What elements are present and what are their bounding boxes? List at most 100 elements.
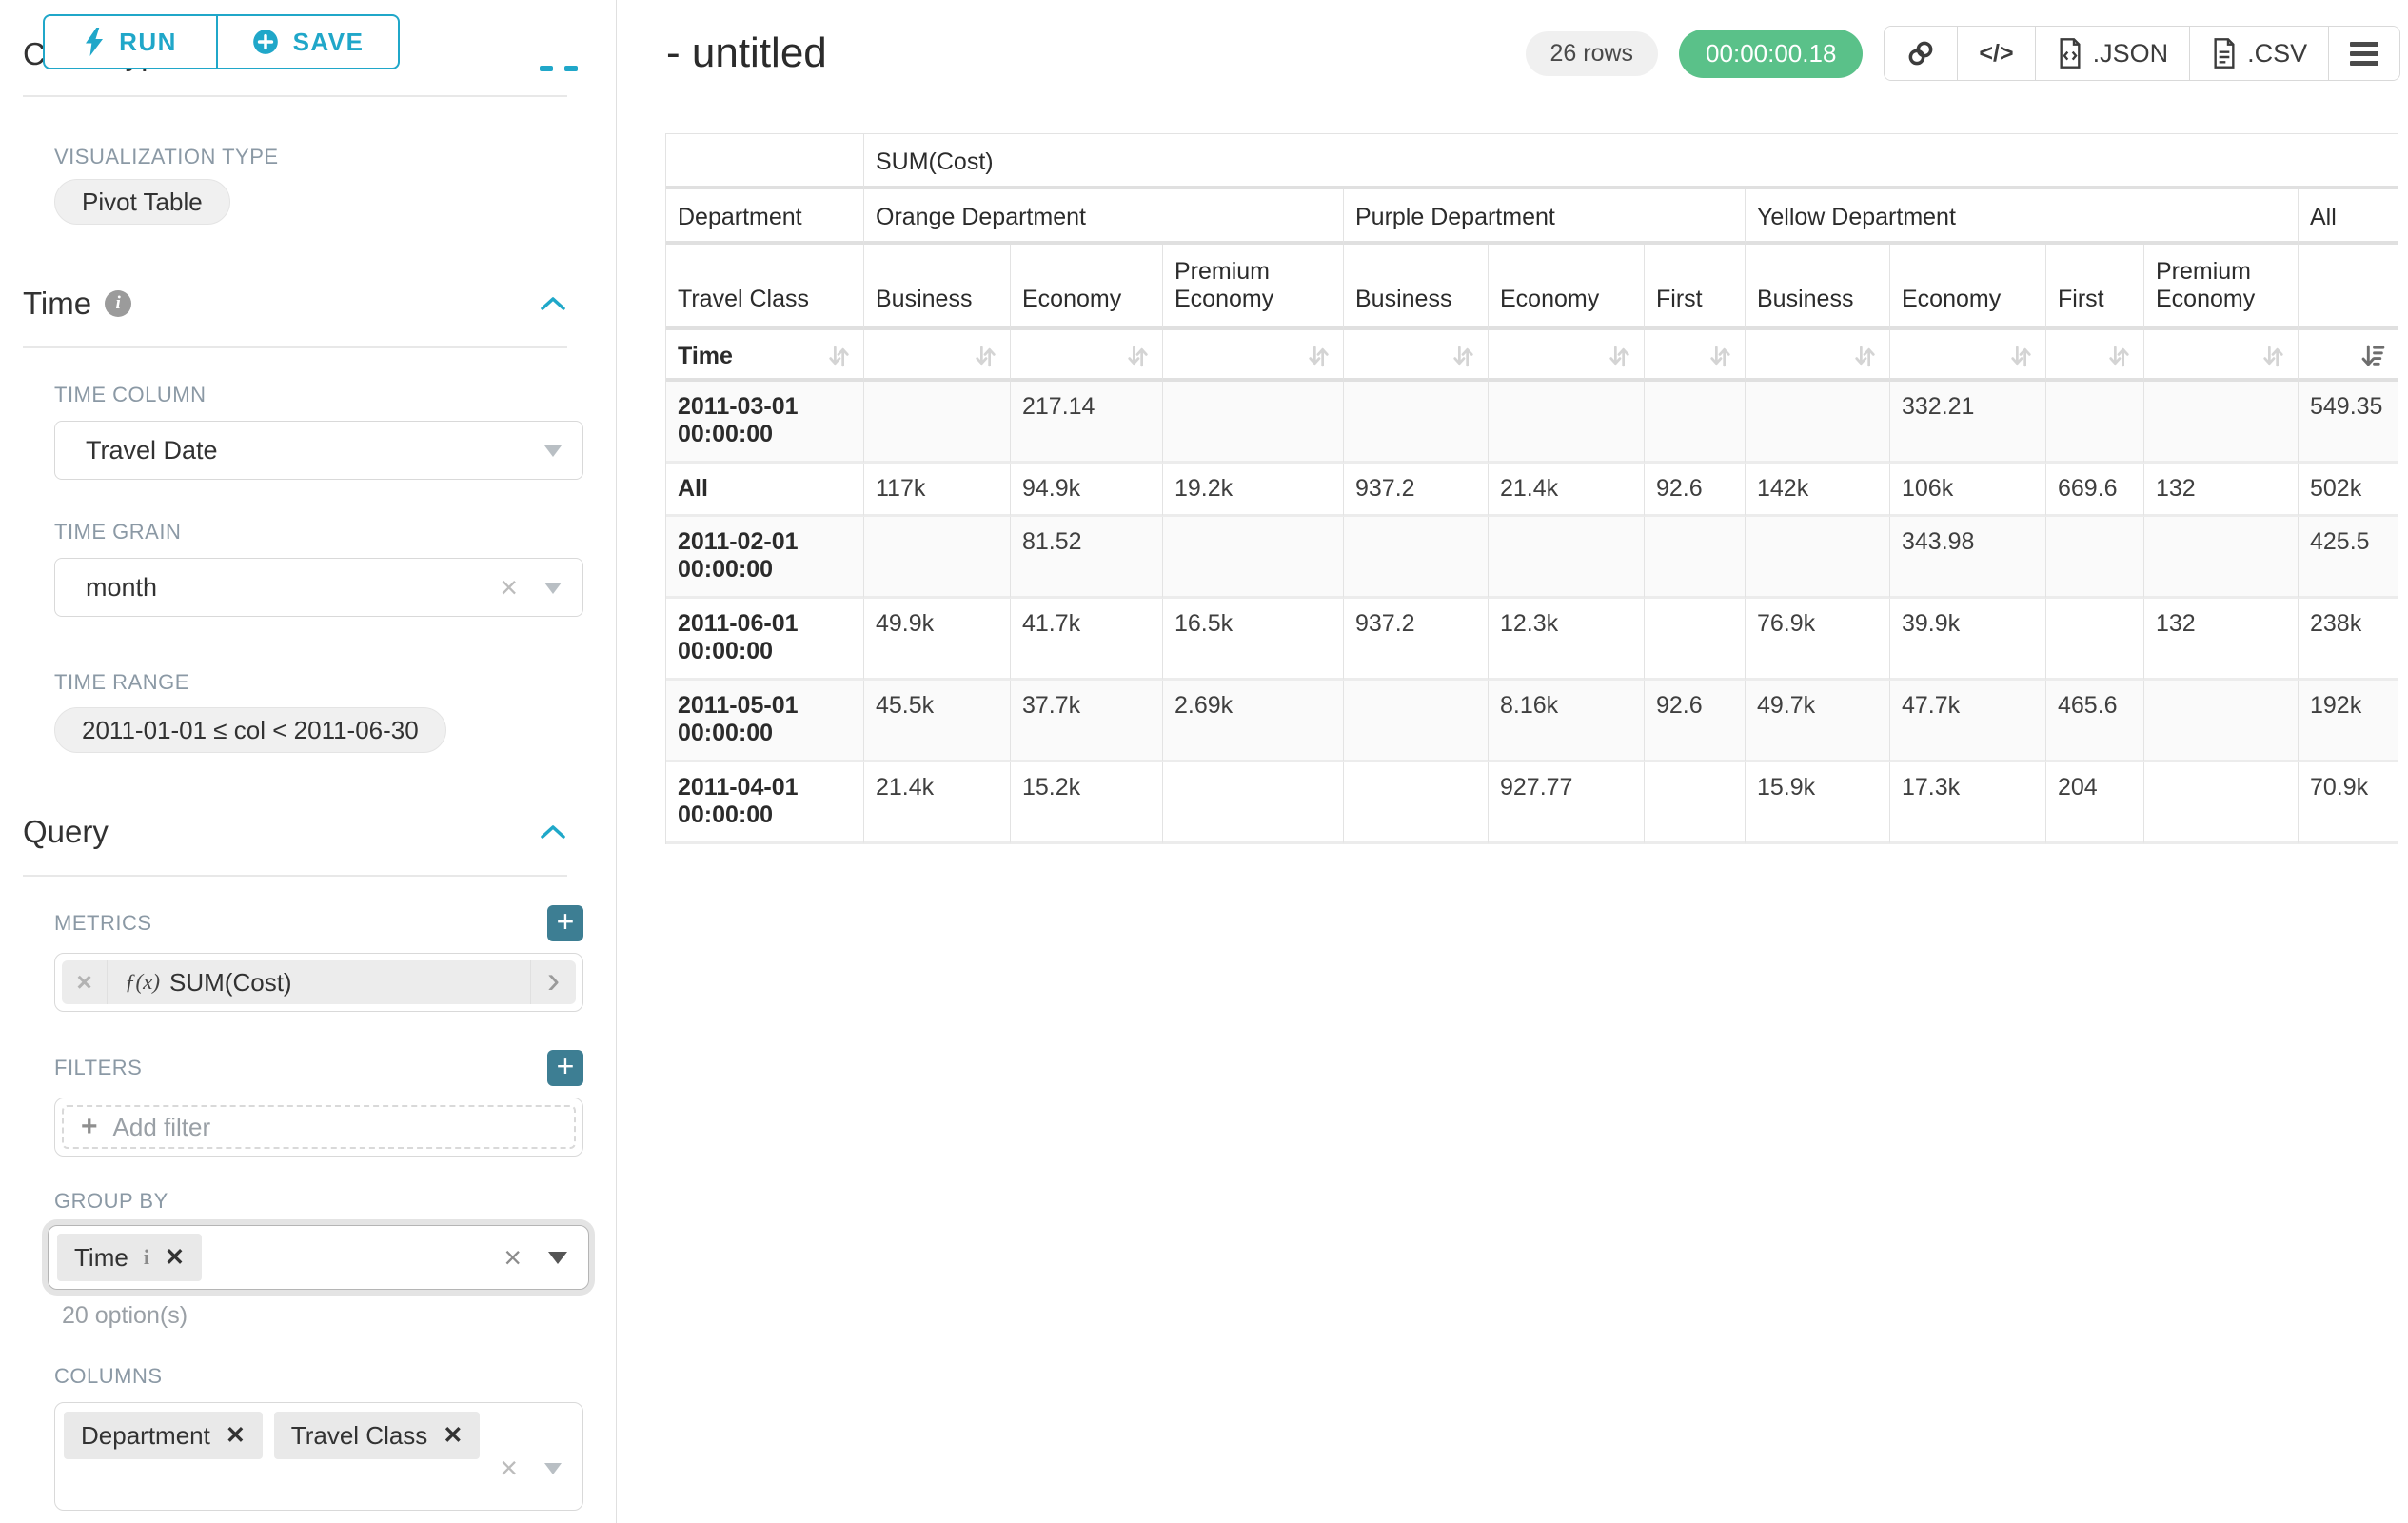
time-column-label: TIME COLUMN bbox=[54, 383, 207, 406]
caret-down-icon[interactable] bbox=[544, 1462, 562, 1483]
menu-button[interactable] bbox=[2329, 27, 2400, 80]
sort-icon[interactable] bbox=[2106, 344, 2132, 369]
group-by-options-hint: 20 option(s) bbox=[62, 1302, 188, 1329]
add-filter-button[interactable]: + Add filter bbox=[62, 1105, 576, 1149]
info-icon[interactable]: i bbox=[105, 290, 132, 317]
group-by-select[interactable]: Time i ✕ × bbox=[48, 1225, 589, 1290]
chevron-right-icon[interactable]: › bbox=[530, 960, 576, 1004]
group-by-chip-time[interactable]: Time i ✕ bbox=[57, 1234, 202, 1281]
clear-icon[interactable]: × bbox=[500, 1451, 518, 1485]
pivot-value-cell: 76.9k bbox=[1746, 599, 1890, 681]
group-by-label: GROUP BY bbox=[54, 1189, 168, 1213]
chart-title[interactable]: - untitled bbox=[666, 30, 827, 76]
pivot-value-cell: 142k bbox=[1746, 464, 1890, 517]
pivot-value-cell: 238k bbox=[2299, 599, 2399, 681]
pivot-value-cell: 549.35 bbox=[2299, 382, 2399, 464]
pivot-table-head: SUM(Cost) Department Orange Department Pur… bbox=[666, 134, 2399, 382]
chip-remove-icon[interactable]: ✕ bbox=[443, 1422, 464, 1449]
columns-chip-travel-class[interactable]: Travel Class ✕ bbox=[273, 1412, 481, 1459]
pivot-col-leaf-header: Premium Economy bbox=[1163, 245, 1344, 330]
columns-chip-department[interactable]: Department ✕ bbox=[64, 1412, 263, 1459]
collapse-section-chevron-up-icon[interactable] bbox=[539, 821, 567, 842]
pivot-value-cell: 343.98 bbox=[1890, 517, 2046, 599]
collapse-section-chevron-up-icon[interactable] bbox=[539, 293, 567, 314]
pivot-value-cell bbox=[1489, 382, 1645, 464]
chip-remove-icon[interactable]: ✕ bbox=[164, 1244, 185, 1271]
clear-icon[interactable]: × bbox=[503, 1240, 522, 1275]
sort-icon[interactable] bbox=[2260, 344, 2286, 369]
sort-icon[interactable] bbox=[1125, 344, 1151, 369]
columns-label: COLUMNS bbox=[54, 1364, 163, 1388]
pivot-sort-header bbox=[1645, 330, 1746, 382]
caret-down-icon[interactable] bbox=[544, 582, 562, 603]
caret-down-icon[interactable] bbox=[544, 445, 562, 465]
filters-container: + Add filter bbox=[54, 1098, 583, 1157]
pivot-value-cell bbox=[1344, 517, 1489, 599]
sort-descending-icon[interactable] bbox=[2360, 344, 2386, 369]
pivot-col-leaf-header: First bbox=[2046, 245, 2144, 330]
sort-icon[interactable] bbox=[826, 344, 852, 369]
sort-icon[interactable] bbox=[2008, 344, 2034, 369]
run-button-label: RUN bbox=[119, 27, 177, 56]
add-metric-button[interactable]: + bbox=[547, 905, 583, 941]
pivot-value-cell: 132 bbox=[2144, 464, 2299, 517]
time-range-pill[interactable]: 2011-01-01 ≤ col < 2011-06-30 bbox=[54, 707, 446, 753]
metrics-label: METRICS bbox=[54, 911, 152, 935]
export-csv-button[interactable]: .CSV bbox=[2190, 27, 2330, 80]
pivot-value-cell bbox=[2046, 599, 2144, 681]
chart-header: - untitled 26 rows 00:00:00.18 </> bbox=[666, 25, 2401, 82]
pivot-row-subdim-header: Travel Class bbox=[666, 245, 864, 330]
caret-down-icon[interactable] bbox=[548, 1251, 567, 1274]
pivot-value-cell: 47.7k bbox=[1890, 681, 2046, 762]
file-code-icon bbox=[2057, 38, 2083, 69]
pivot-value-cell: 937.2 bbox=[1344, 599, 1489, 681]
remove-metric-icon[interactable]: × bbox=[62, 960, 108, 1004]
pivot-sort-header bbox=[2144, 330, 2299, 382]
sort-icon[interactable] bbox=[1451, 344, 1476, 369]
pivot-row-header: 2011-02-01 00:00:00 bbox=[666, 517, 864, 599]
share-link-button[interactable] bbox=[1885, 27, 1959, 80]
add-filter-plus-button[interactable]: + bbox=[547, 1050, 583, 1086]
pivot-value-cell bbox=[1645, 382, 1746, 464]
pivot-value-cell: 16.5k bbox=[1163, 599, 1344, 681]
columns-select[interactable]: Department ✕ Travel Class ✕ × bbox=[54, 1402, 583, 1511]
clear-icon[interactable]: × bbox=[500, 570, 518, 604]
time-range-label: TIME RANGE bbox=[54, 670, 189, 694]
pivot-value-cell bbox=[1489, 517, 1645, 599]
chip-info-icon[interactable]: i bbox=[143, 1245, 149, 1269]
run-button[interactable]: RUN bbox=[43, 14, 217, 69]
sidebar-content: VISUALIZATION TYPE Pivot Table Time i TI… bbox=[0, 0, 616, 1523]
columns-select-controls: × bbox=[500, 1453, 562, 1483]
export-json-button[interactable]: .JSON bbox=[2035, 27, 2191, 80]
sort-icon[interactable] bbox=[1607, 344, 1632, 369]
save-button[interactable]: SAVE bbox=[217, 14, 400, 69]
pivot-value-cell: 92.6 bbox=[1645, 681, 1746, 762]
view-query-button[interactable]: </> bbox=[1958, 27, 2036, 80]
sort-icon[interactable] bbox=[1707, 344, 1733, 369]
pivot-value-cell: 669.6 bbox=[2046, 464, 2144, 517]
filters-label: FILTERS bbox=[54, 1056, 143, 1079]
lightning-bolt-icon bbox=[84, 28, 105, 56]
pivot-col-group-header: Orange Department bbox=[864, 189, 1344, 245]
pivot-col-leaf-header: Economy bbox=[1890, 245, 2046, 330]
pivot-value-cell: 117k bbox=[864, 464, 1011, 517]
chip-label: Travel Class bbox=[290, 1420, 428, 1450]
pivot-value-cell bbox=[1645, 599, 1746, 681]
sort-icon[interactable] bbox=[1306, 344, 1332, 369]
time-column-select[interactable]: Travel Date bbox=[54, 421, 583, 480]
pivot-value-cell: 45.5k bbox=[864, 681, 1011, 762]
metrics-label-row: METRICS + bbox=[0, 905, 583, 941]
pivot-value-cell: 41.7k bbox=[1011, 599, 1163, 681]
pivot-sort-header bbox=[1489, 330, 1645, 382]
time-grain-select[interactable]: month × bbox=[54, 558, 583, 617]
pivot-col-leaf-header: Economy bbox=[1011, 245, 1163, 330]
visualization-type-pill[interactable]: Pivot Table bbox=[54, 179, 230, 225]
time-grain-label: TIME GRAIN bbox=[54, 520, 182, 544]
sort-icon[interactable] bbox=[973, 344, 998, 369]
chip-remove-icon[interactable]: ✕ bbox=[225, 1422, 246, 1449]
sort-icon[interactable] bbox=[1852, 344, 1878, 369]
pivot-value-cell: 927.77 bbox=[1489, 762, 1645, 844]
pivot-value-cell: 502k bbox=[2299, 464, 2399, 517]
pivot-value-cell bbox=[1645, 517, 1746, 599]
metric-chip[interactable]: × ƒ(x) SUM(Cost) › bbox=[62, 960, 576, 1004]
